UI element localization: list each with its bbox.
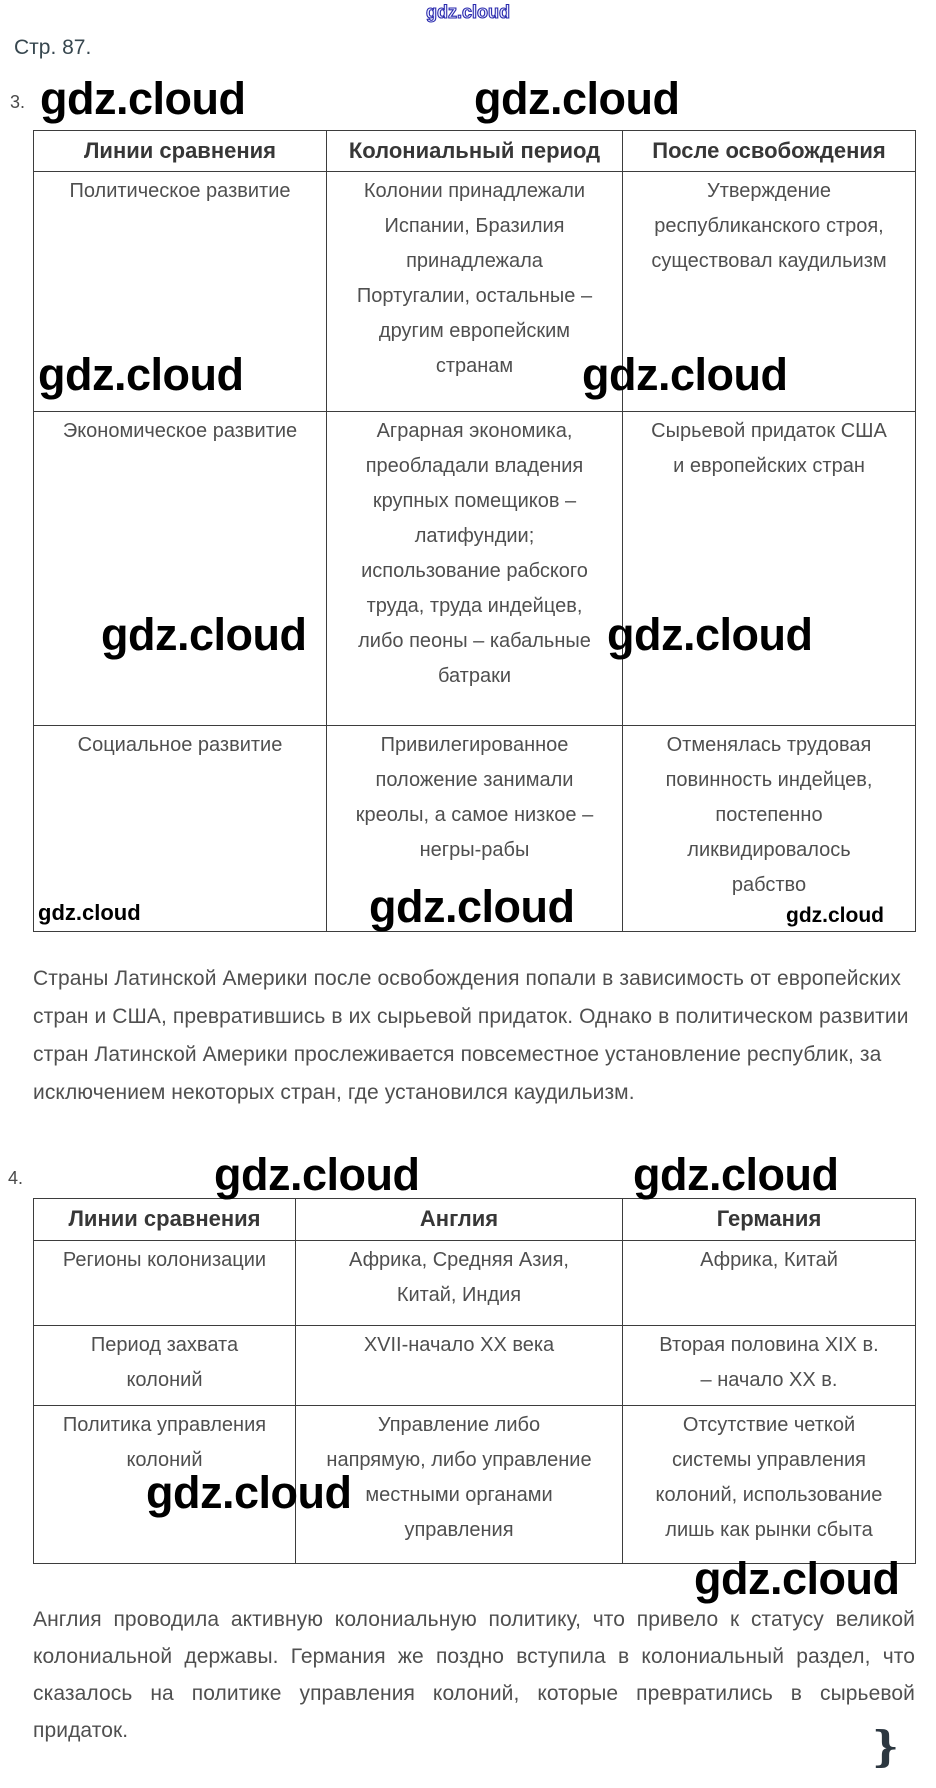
table-cell: Аграрная экономика, преобладали владения…: [326, 411, 623, 726]
watermark-top: gdz.cloud: [425, 2, 510, 22]
task4-number: 4.: [8, 1168, 24, 1188]
table-cell: Колонии принадлежали Испании, Бразилия п…: [326, 171, 623, 412]
table-cell: Вторая половина XIX в. – начало XX в.: [622, 1325, 916, 1406]
watermark: gdz.cloud: [474, 73, 680, 124]
task3-number: 3.: [10, 92, 26, 112]
table-cell: Сырьевой придаток США и европейских стра…: [622, 411, 916, 726]
watermark: gdz.cloud: [786, 904, 884, 927]
table-cell: Управление либо напрямую, либо управлени…: [295, 1405, 623, 1564]
table-cell: Африка, Китай: [622, 1240, 916, 1326]
comparison-table-latin-america: Линии сравнения Колониальный период Посл…: [33, 130, 916, 932]
table-header-cell: Линии сравнения: [33, 130, 327, 172]
table-row: Социальное развитие Привилегированное по…: [33, 725, 916, 932]
table-cell: Отменялась трудовая повинность индейцев,…: [622, 725, 916, 932]
table-cell: Африка, Средняя Азия, Китай, Индия: [295, 1240, 623, 1326]
table-row: Политика управления колоний Управление л…: [33, 1405, 916, 1564]
table-cell: Политика управления колоний: [33, 1405, 296, 1564]
table-cell: Экономическое развитие: [33, 411, 327, 726]
table-row: Регионы колонизации Африка, Средняя Азия…: [33, 1240, 916, 1326]
table-header-row: Линии сравнения Англия Германия: [33, 1198, 916, 1241]
table-cell: Регионы колонизации: [33, 1240, 296, 1326]
watermark: gdz.cloud: [214, 1149, 420, 1200]
table-header-cell: Линии сравнения: [33, 1198, 296, 1241]
table-header-cell: Англия: [295, 1198, 623, 1241]
watermark: gdz.cloud: [369, 881, 575, 932]
table-row: Период захвата колоний XVII-начало XX ве…: [33, 1325, 916, 1406]
comparison-table-england-germany: Линии сравнения Англия Германия Регионы …: [33, 1198, 916, 1564]
task4-conclusion-paragraph: Англия проводила активную колониальную п…: [33, 1608, 915, 1742]
table-cell: Утверждение республиканского строя, суще…: [622, 171, 916, 412]
watermark: gdz.cloud: [694, 1553, 900, 1604]
task3-conclusion-paragraph: Страны Латинской Америки после освобожде…: [33, 967, 909, 1104]
table-header-cell: После освобождения: [622, 130, 916, 172]
table-cell: Социальное развитие: [33, 725, 327, 932]
watermark: gdz.cloud: [101, 609, 307, 660]
table-cell: XVII-начало XX века: [295, 1325, 623, 1406]
table-header-cell: Колониальный период: [326, 130, 623, 172]
watermark: gdz.cloud: [38, 349, 244, 400]
watermark: gdz.cloud: [607, 609, 813, 660]
watermark: gdz.cloud: [38, 900, 141, 925]
table-cell: Период захвата колоний: [33, 1325, 296, 1406]
table-cell: Привилегированное положение занимали кре…: [326, 725, 623, 932]
watermark: gdz.cloud: [146, 1467, 352, 1518]
table-row: Политическое развитие Колонии принадлежа…: [33, 171, 916, 412]
table-row: Экономическое развитие Аграрная экономик…: [33, 411, 916, 726]
table-cell: Отсутствие четкой системы управления кол…: [622, 1405, 916, 1564]
watermark: gdz.cloud: [40, 73, 246, 124]
watermark: gdz.cloud: [582, 349, 788, 400]
table-cell: Политическое развитие: [33, 171, 327, 412]
table-header-cell: Германия: [622, 1198, 916, 1241]
watermark: gdz.cloud: [633, 1149, 839, 1200]
page-title: Стр. 87.: [14, 36, 92, 59]
table-header-row: Линии сравнения Колониальный период Посл…: [33, 130, 916, 172]
stray-mark: }: [872, 1722, 900, 1771]
